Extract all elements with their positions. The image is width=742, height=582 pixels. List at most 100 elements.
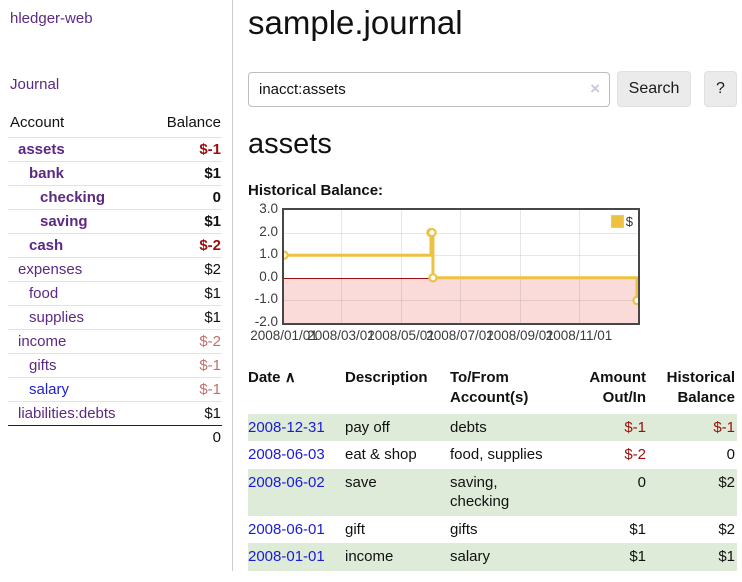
plot-area: $ — [282, 208, 640, 325]
transaction-date-link[interactable]: 2008-12-31 — [248, 418, 325, 436]
y-axis-tick: 1.0 — [259, 246, 278, 262]
transaction-accounts: saving, checking — [450, 468, 588, 516]
account-row: cash $-2 — [8, 233, 222, 258]
transaction-amount: 0 — [588, 468, 654, 516]
transaction-balance: $2 — [654, 468, 737, 516]
transaction-amount: $1 — [629, 520, 646, 538]
register-row: 2008-06-01 gift gifts $1 $2 — [248, 516, 737, 544]
transaction-balance: $-1 — [654, 413, 737, 442]
account-link-supplies[interactable]: supplies — [29, 309, 85, 326]
account-row: income $-2 — [8, 329, 222, 354]
sidebar: hledger-web Journal Account Balance asse… — [0, 0, 233, 571]
sidebar-item-journal[interactable]: Journal — [10, 76, 60, 93]
x-axis-tick: 2008/03/01 — [307, 328, 375, 343]
page-title: sample.journal — [248, 4, 463, 41]
account-link-cash[interactable]: cash — [29, 237, 64, 254]
transaction-description: eat & shop — [345, 446, 417, 464]
clear-search-icon[interactable]: × — [590, 78, 600, 98]
register-row: 2008-06-02 save saving, checking 0 $2 — [248, 468, 737, 516]
account-row: liabilities:debts $1 — [8, 401, 222, 426]
account-row: bank $1 — [8, 161, 222, 186]
account-balance: $-2 — [147, 329, 222, 354]
x-axis-tick: 2008/05/01 — [367, 328, 435, 343]
account-link-assets[interactable]: assets — [18, 141, 65, 158]
legend-swatch-icon — [610, 215, 624, 228]
transaction-amount: $-1 — [588, 413, 654, 442]
chart-title: Historical Balance: — [248, 182, 384, 199]
account-balance: $1 — [147, 161, 222, 186]
account-link-income[interactable]: income — [18, 333, 67, 350]
account-balance: $-1 — [147, 377, 222, 402]
transaction-balance: $1 — [654, 543, 737, 571]
y-axis-tick: -2.0 — [254, 314, 278, 329]
transaction-balance: $2 — [718, 520, 735, 538]
account-balance: $2 — [147, 257, 222, 282]
transaction-date-link[interactable]: 2008-01-01 — [248, 548, 325, 566]
help-button[interactable]: ? — [704, 71, 737, 107]
register-header-date[interactable]: Date ∧ — [248, 369, 296, 386]
balance-line-series — [284, 227, 638, 306]
account-row: supplies $1 — [8, 305, 222, 330]
search-button[interactable]: Search — [617, 71, 691, 107]
account-balance: $1 — [147, 401, 222, 426]
account-link-checking[interactable]: checking — [40, 189, 106, 206]
account-row: salary $-1 — [8, 377, 222, 402]
account-link-gifts[interactable]: gifts — [29, 357, 57, 374]
transaction-description: save — [345, 468, 450, 516]
transaction-accounts: food, supplies — [450, 446, 543, 464]
account-link-salary[interactable]: salary — [29, 381, 70, 398]
y-axis-tick: -1.0 — [254, 291, 278, 307]
register-row: 2008-12-31 pay off debts $-1 $-1 — [248, 413, 737, 442]
transaction-amount: $-2 — [624, 446, 646, 464]
search-box: × — [248, 71, 610, 107]
account-link-liabilities-debts[interactable]: liabilities:debts — [18, 405, 116, 422]
account-balance: $-2 — [147, 233, 222, 258]
transaction-description: pay off — [345, 413, 450, 442]
account-link-saving[interactable]: saving — [40, 213, 88, 230]
account-row: checking 0 — [8, 185, 222, 210]
accounts-header-balance: Balance — [166, 114, 221, 131]
account-balance: $1 — [147, 305, 222, 330]
x-axis-tick: 2008/09/01 — [486, 328, 554, 343]
register-header-description[interactable]: Description — [345, 369, 428, 386]
y-axis-tick: 2.0 — [259, 223, 278, 239]
transaction-amount: $1 — [588, 543, 654, 571]
register-header-balance[interactable]: Historical Balance — [666, 369, 735, 406]
account-link-expenses[interactable]: expenses — [18, 261, 83, 278]
account-row: gifts $-1 — [8, 353, 222, 378]
y-axis-tick: 0.0 — [259, 268, 278, 284]
legend-label: $ — [625, 214, 633, 229]
accounts-total-row: 0 — [8, 425, 222, 449]
transaction-accounts: salary — [450, 543, 588, 571]
x-axis-tick: 2008/11/01 — [545, 328, 613, 343]
accounts-header-account: Account — [10, 114, 65, 131]
account-balance: $-1 — [147, 353, 222, 378]
historical-balance-chart: 3.0 2.0 1.0 0.0 -1.0 -2.0 — [248, 201, 688, 348]
account-row: expenses $2 — [8, 257, 222, 282]
transaction-date-link[interactable]: 2008-06-03 — [248, 446, 325, 464]
transaction-balance: 0 — [726, 446, 735, 464]
account-balance: $1 — [147, 281, 222, 306]
account-balance: $1 — [147, 209, 222, 234]
register-header-row: Date ∧ Description To/From Account(s) Am… — [248, 365, 737, 414]
account-title: assets — [248, 128, 332, 160]
account-row: saving $1 — [8, 209, 222, 234]
accounts-total-value: 0 — [147, 425, 222, 449]
transaction-description: income — [345, 543, 450, 571]
transaction-accounts: debts — [450, 413, 588, 442]
x-axis-tick: 2008/01/01 — [250, 328, 318, 343]
transaction-accounts: gifts — [450, 520, 478, 538]
account-balance: $-1 — [147, 137, 222, 162]
y-axis-tick: 3.0 — [259, 201, 278, 216]
transaction-date-link[interactable]: 2008-06-01 — [248, 520, 325, 538]
transaction-date-link[interactable]: 2008-06-02 — [248, 473, 325, 491]
transaction-description: gift — [345, 520, 366, 538]
app-title-link[interactable]: hledger-web — [10, 10, 93, 27]
account-link-food[interactable]: food — [29, 285, 59, 302]
account-link-bank[interactable]: bank — [29, 165, 65, 182]
register-header-amount[interactable]: Amount Out/In — [589, 369, 646, 406]
register-header-account[interactable]: To/From Account(s) — [450, 369, 529, 406]
search-input[interactable] — [248, 71, 610, 107]
main-content: sample.journal × Search ? assets Histori… — [233, 0, 742, 571]
search-form: × Search ? — [248, 71, 737, 107]
